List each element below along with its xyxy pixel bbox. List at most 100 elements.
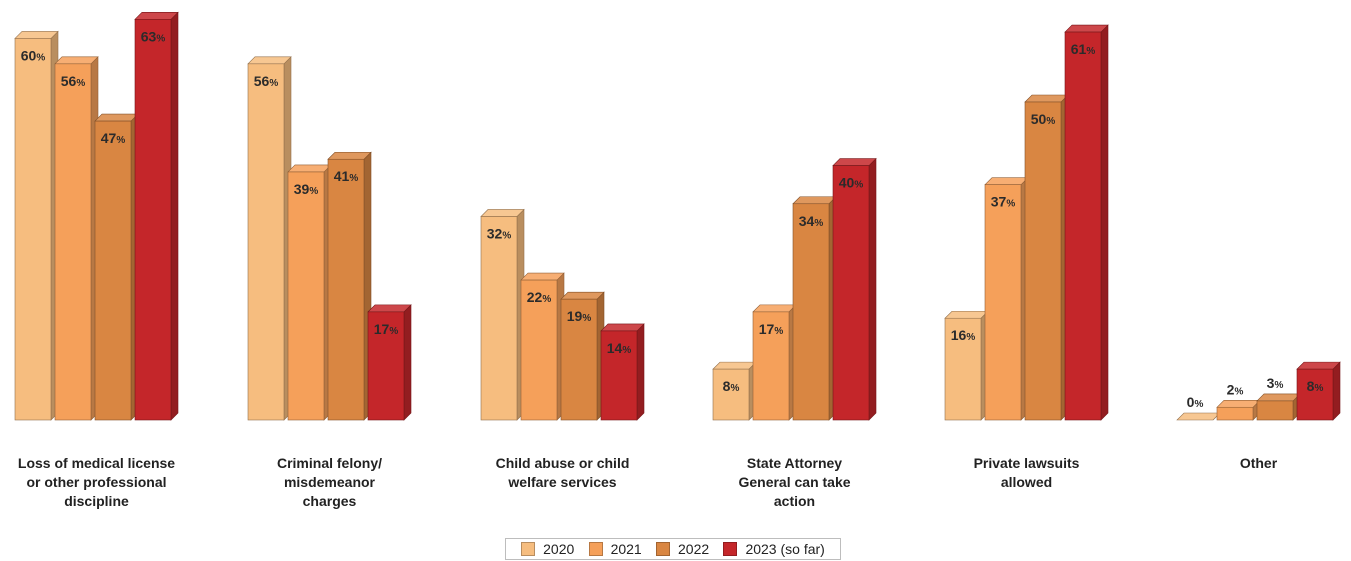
legend-swatch-2022: [656, 542, 671, 556]
legend-swatch-2023: [723, 542, 738, 556]
bar: [792, 196, 837, 421]
bar-group: 8% 17% 34% 40%: [712, 157, 877, 421]
bar: [287, 164, 332, 421]
bar-top: [1176, 412, 1221, 421]
bar-top: [14, 31, 59, 39]
legend-item-2020: 2020: [521, 541, 574, 557]
legend-item-2023: 2023 (so far): [723, 541, 825, 557]
legend-label: 2020: [543, 541, 575, 557]
bar-front: [1024, 101, 1062, 421]
bar-front: [480, 216, 518, 421]
data-label: 56%: [61, 73, 86, 89]
category-label: Child abuse or child welfare services: [496, 455, 630, 490]
bar-top: [1024, 94, 1069, 103]
bar-group: 60% 56% 47% 63%: [14, 11, 179, 421]
bar-top: [367, 304, 412, 313]
bar: [1216, 399, 1261, 421]
data-label: 40%: [839, 175, 864, 191]
bar-top: [134, 12, 179, 20]
category-label: State Attorney General can take action: [738, 455, 850, 509]
bar-top: [1296, 361, 1341, 370]
data-label: 22%: [527, 289, 552, 305]
bar: [832, 157, 877, 421]
bar-group: 0% 2% 3% 8%: [1176, 361, 1341, 421]
bar-front: [134, 19, 172, 421]
category-label: Loss of medical license or other professi…: [18, 455, 175, 509]
data-label: 17%: [374, 321, 399, 337]
bar-side: [1332, 361, 1341, 421]
bar-front: [832, 165, 870, 421]
legend-label: 2022: [678, 541, 710, 557]
data-label: 14%: [607, 340, 632, 356]
bar-top: [247, 56, 292, 65]
bar-top: [520, 272, 565, 281]
legend-item-2021: 2021: [588, 541, 642, 557]
legend-swatch-2020: [521, 542, 536, 556]
bar: [54, 56, 99, 421]
bar-top: [54, 56, 99, 65]
data-label: 2%: [1227, 381, 1244, 397]
data-label: 34%: [799, 213, 824, 229]
category-label: Other: [1240, 455, 1278, 471]
data-label: 61%: [1071, 41, 1096, 57]
bar: [247, 56, 292, 421]
data-label: 47%: [101, 130, 126, 146]
bar: [1024, 94, 1069, 421]
bar-side: [868, 157, 877, 421]
data-label: 56%: [254, 73, 279, 89]
bar-side: [170, 11, 179, 421]
bar: [560, 291, 605, 421]
data-label: 41%: [334, 168, 359, 184]
data-label: 19%: [567, 308, 592, 324]
bar-side: [1100, 24, 1109, 421]
bar-top: [712, 361, 757, 370]
bar-front: [14, 38, 52, 421]
bar: [1256, 393, 1301, 421]
bar-front: [752, 311, 790, 421]
category-label: Private lawsuits allowed: [974, 455, 1080, 490]
bar-front: [792, 203, 830, 421]
bar-front: [54, 63, 92, 421]
bar-front: [520, 279, 558, 421]
data-label: 50%: [1031, 111, 1056, 127]
bar-top: [1256, 393, 1301, 402]
bar-top: [944, 310, 989, 319]
bar-group: 16% 37% 50% 61%: [944, 24, 1109, 421]
bar: [94, 113, 139, 421]
bar-group: 32% 22% 19% 14%: [480, 208, 645, 421]
bar: [14, 30, 59, 421]
bar-front: [984, 184, 1022, 421]
bar-side: [636, 323, 645, 421]
bar: [1064, 24, 1109, 421]
legend: 2020 2021 2022 2023 (so far): [505, 538, 841, 560]
bar: [1176, 412, 1221, 421]
bar-top: [327, 151, 372, 160]
bar-front: [327, 158, 365, 421]
bar-top: [480, 209, 525, 217]
bar: [480, 208, 525, 421]
data-label: 8%: [1307, 378, 1324, 394]
bar-front: [1296, 368, 1334, 421]
data-label: 17%: [759, 321, 784, 337]
bar-top: [832, 158, 877, 166]
bar-front: [944, 317, 982, 421]
bar-top: [792, 196, 837, 205]
bar-front: [94, 120, 132, 421]
legend-swatch-2021: [588, 542, 603, 556]
bar-front: [1216, 406, 1254, 421]
bar: [984, 176, 1029, 421]
data-label: 3%: [1267, 375, 1284, 391]
bar-top: [94, 113, 139, 122]
bar-front: [600, 330, 638, 421]
bar: [520, 272, 565, 421]
bar: [600, 323, 645, 421]
bar-front: [287, 171, 325, 421]
legend-item-2022: 2022: [656, 541, 709, 557]
category-label: Criminal felony/misdemeanor charges: [277, 455, 382, 509]
bar: [327, 151, 372, 421]
data-label: 63%: [141, 28, 166, 44]
data-label: 0%: [1187, 394, 1204, 410]
bar-top: [560, 291, 605, 300]
bar-top: [287, 164, 332, 173]
